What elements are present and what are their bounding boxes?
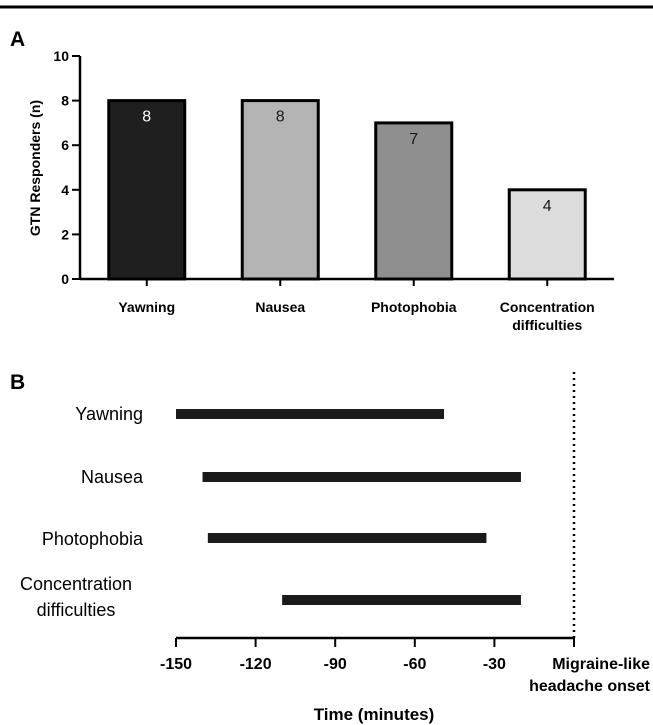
- bar-value-label: 8: [142, 109, 151, 126]
- bar-value-label: 7: [409, 131, 418, 148]
- y-tick-label: 0: [61, 271, 69, 287]
- x-tick-label: -60: [403, 656, 426, 673]
- range-bar: [282, 595, 521, 605]
- range-bar: [207, 533, 487, 543]
- bar: [107, 99, 187, 281]
- x-tick-label: -90: [324, 656, 347, 673]
- bar-value-label: 8: [276, 109, 285, 126]
- bar-value-label: 4: [543, 198, 552, 215]
- x-axis-title: Time (minutes): [314, 705, 435, 724]
- range-bar: [176, 409, 444, 419]
- panel-letter-b: B: [10, 371, 25, 394]
- bar: [374, 121, 454, 281]
- onset-label: headache onset: [529, 678, 651, 695]
- y-tick-label: 6: [61, 137, 69, 153]
- x-tick-label: Concentration: [500, 299, 595, 315]
- x-tick-label: -120: [240, 656, 272, 673]
- row-label: Nausea: [81, 467, 144, 487]
- row-label: Photophobia: [42, 529, 144, 549]
- range-bar: [202, 472, 521, 482]
- panel-letter-a: A: [10, 28, 25, 51]
- bar: [240, 99, 320, 281]
- x-tick-label: Yawning: [118, 299, 175, 315]
- y-tick-label: 4: [61, 182, 69, 198]
- panel-b: B -150 -120 -90 -60 -30 Migraine-like headache…: [10, 371, 651, 724]
- row-label: difficulties: [37, 600, 116, 620]
- x-tick-label: -150: [160, 656, 192, 673]
- a-bars: 8 8 7 4: [107, 99, 587, 281]
- onset-label: Migraine-like: [552, 656, 650, 673]
- panel-a: A GTN Responders (n) 0 2 4 6 8 10 Yawning Nause…: [10, 28, 614, 333]
- y-tick-label: 2: [61, 226, 69, 242]
- x-tick-label: Nausea: [255, 299, 305, 315]
- row-label: Yawning: [75, 404, 143, 424]
- b-axes: -150 -120 -90 -60 -30 Migraine-like headache o…: [20, 372, 651, 695]
- y-tick-label: 8: [61, 93, 69, 109]
- y-axis-title: GTN Responders (n): [27, 100, 43, 236]
- bar: [507, 188, 587, 281]
- x-tick-label: -30: [483, 656, 506, 673]
- row-label: Concentration: [20, 574, 132, 594]
- y-tick-label: 10: [53, 48, 69, 64]
- x-tick-label: Photophobia: [371, 299, 457, 315]
- x-tick-label: difficulties: [512, 317, 582, 333]
- b-bars: [176, 409, 521, 605]
